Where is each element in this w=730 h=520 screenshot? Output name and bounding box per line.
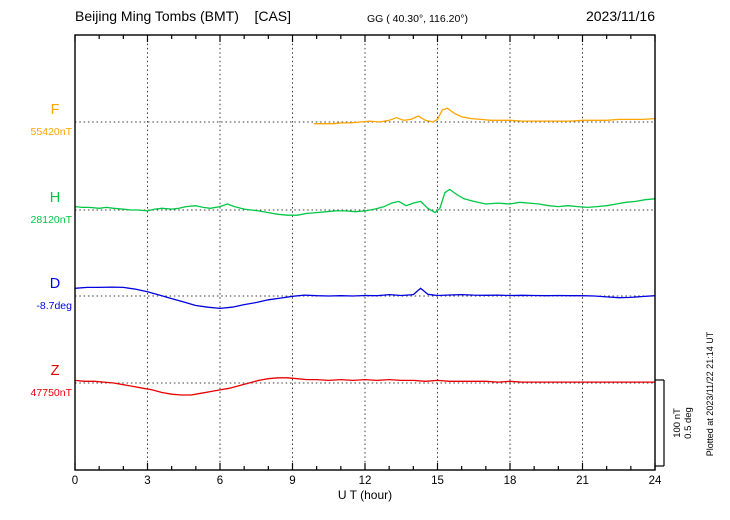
x-tick-label: 0 <box>71 475 79 487</box>
series-letter-F: F <box>50 102 60 118</box>
scale-bar-deg-label: 0.5 deg <box>683 407 694 439</box>
x-tick-label: 24 <box>648 475 662 487</box>
x-tick-label: 15 <box>431 475 444 487</box>
x-tick-label: 3 <box>144 475 151 487</box>
page-title: Beijing Ming Tombs (BMT) [CAS] <box>75 8 292 24</box>
trace-F <box>313 107 656 125</box>
series-value-Z: 47750nT <box>30 387 72 399</box>
x-tick-label: 6 <box>216 475 224 487</box>
x-tick-label: 12 <box>358 475 372 487</box>
x-tick-label: 21 <box>576 475 589 487</box>
series-letter-Z: Z <box>50 363 60 379</box>
geo-coordinates: GG ( 40.30°, 116.20°) <box>367 13 469 25</box>
plotted-at-label: Plotted at 2023/11/22 21:14 UT <box>705 331 715 457</box>
series-letter-D: D <box>49 276 61 292</box>
trace-D <box>74 286 656 310</box>
x-tick-label: 9 <box>289 475 296 487</box>
series-value-F: 55420nT <box>30 126 72 138</box>
x-axis-label: U T (hour) <box>337 488 393 502</box>
series-letter-H: H <box>49 190 61 206</box>
plot-date: 2023/11/16 <box>585 8 655 24</box>
x-tick-label: 18 <box>503 475 517 487</box>
series-value-H: 28120nT <box>30 214 72 226</box>
trace-H <box>74 188 656 216</box>
plot-frame <box>74 34 656 471</box>
trace-Z <box>74 377 656 396</box>
scale-bar-nt-label: 100 nT <box>672 408 683 438</box>
series-value-D: -8.7deg <box>36 300 72 312</box>
scale-bar-label: 100 nT 0.5 deg <box>672 396 694 450</box>
